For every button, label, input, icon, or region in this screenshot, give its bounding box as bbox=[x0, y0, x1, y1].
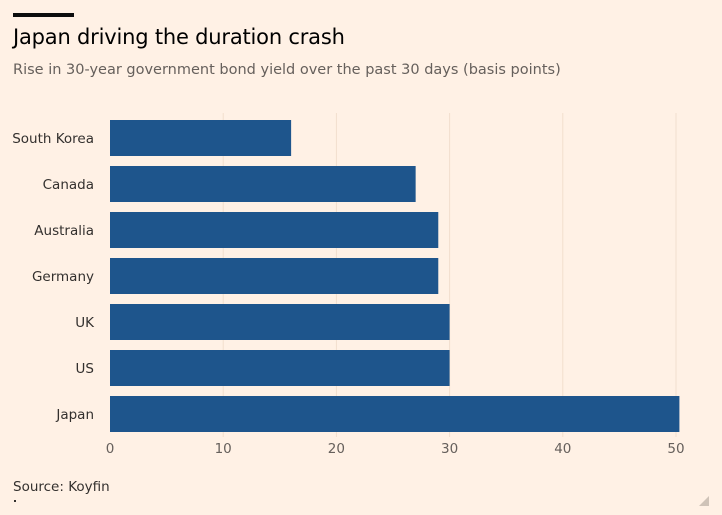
category-label-us: US bbox=[76, 361, 94, 377]
bars bbox=[110, 120, 680, 432]
category-label-uk: UK bbox=[75, 315, 95, 331]
bar-japan bbox=[110, 396, 680, 432]
chart-subtitle: Rise in 30-year government bond yield ov… bbox=[13, 62, 561, 78]
category-label-south-korea: South Korea bbox=[12, 131, 94, 147]
bar-south-korea bbox=[110, 120, 292, 156]
x-tick-labels: 0 10 20 30 40 50 bbox=[106, 441, 685, 457]
bar-canada bbox=[110, 166, 416, 202]
source-note: Source: Koyfin bbox=[13, 479, 110, 495]
x-tick-label-10: 10 bbox=[215, 441, 232, 457]
category-labels: South Korea Canada Australia Germany UK US Jap… bbox=[12, 131, 95, 423]
x-tick-label-20: 20 bbox=[328, 441, 345, 457]
category-label-australia: Australia bbox=[34, 223, 94, 239]
bar-uk bbox=[110, 304, 450, 340]
bar-us bbox=[110, 350, 450, 386]
source-dot bbox=[14, 500, 16, 502]
header-rule bbox=[13, 13, 74, 17]
bar-australia bbox=[110, 212, 439, 248]
x-tick-label-30: 30 bbox=[441, 441, 458, 457]
chart-title: Japan driving the duration crash bbox=[13, 25, 345, 49]
category-label-japan: Japan bbox=[55, 407, 94, 423]
category-label-canada: Canada bbox=[43, 177, 94, 193]
x-tick-label-50: 50 bbox=[667, 441, 684, 457]
x-tick-label-40: 40 bbox=[554, 441, 571, 457]
category-label-germany: Germany bbox=[32, 269, 94, 285]
resize-handle-icon[interactable] bbox=[699, 496, 709, 506]
x-tick-label-0: 0 bbox=[106, 441, 115, 457]
bar-germany bbox=[110, 258, 439, 294]
bar-chart: South Korea Canada Australia Germany UK US Jap… bbox=[12, 113, 685, 457]
